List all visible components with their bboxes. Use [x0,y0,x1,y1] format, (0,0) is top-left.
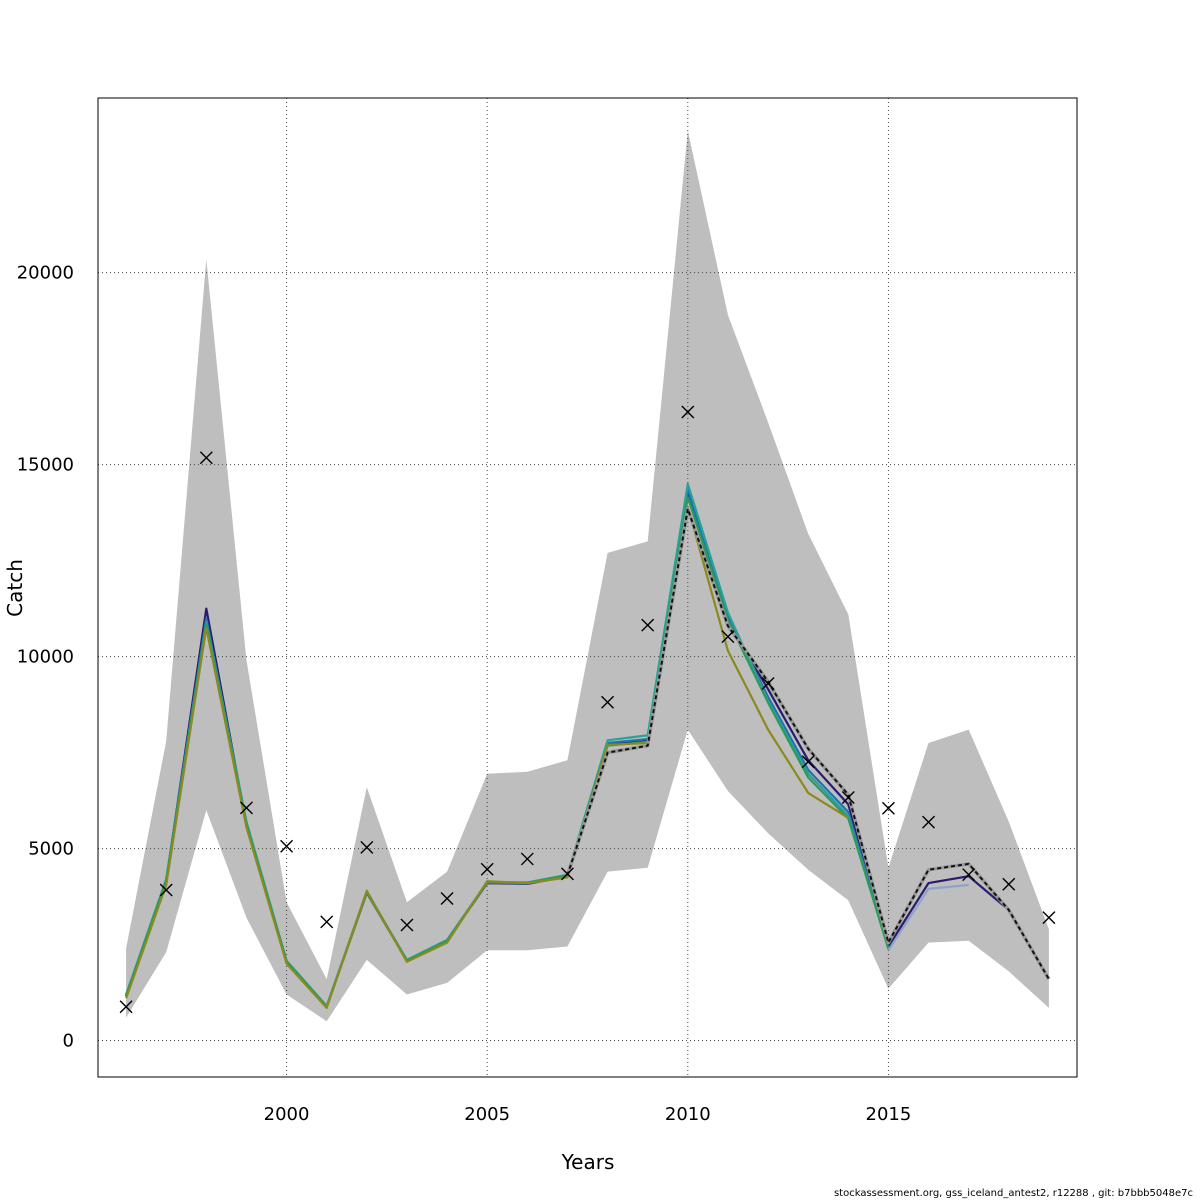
observation-stroke [881,801,895,815]
observation-point [922,815,936,829]
observation-stroke [400,918,414,932]
observation-point [601,695,615,709]
observation-stroke [280,839,294,853]
x-tick-label: 2005 [464,1104,510,1125]
observation-point [681,405,695,419]
series-layer [125,482,1051,1010]
y-tick-label: 15000 [17,455,74,476]
series-line-dashed [566,507,1050,980]
observation-point [199,451,213,465]
y-tick-label: 5000 [28,839,74,860]
observation-point [761,676,775,690]
y-tick-label: 10000 [17,647,74,668]
observation-stroke [440,891,454,905]
observation-point [159,883,173,897]
y-tick-label: 20000 [17,263,74,284]
x-tick-label: 2000 [264,1104,310,1125]
observation-point [400,918,414,932]
observation-point [480,862,494,876]
x-tick-label: 2015 [866,1104,912,1125]
observation-stroke [239,801,253,815]
observation-point [560,867,574,881]
series-line [887,883,969,951]
observation-point [280,839,294,853]
observation-stroke [761,676,775,690]
observation-stroke [681,405,695,419]
observation-stroke [560,867,574,881]
observation-stroke [1002,877,1016,891]
observation-stroke [159,883,173,897]
observation-point [1002,877,1016,891]
observation-point [641,618,655,632]
observation-stroke [360,840,374,854]
plot-frame [97,97,1078,1078]
axis-layer: 2000 2005 2010 2015 0 5000 10000 15000 20000 [17,263,912,1125]
observation-stroke [801,755,815,769]
observation-point [360,840,374,854]
observation-point [440,891,454,905]
observation-stroke [1042,911,1056,925]
x-axis-label: Years [561,1150,615,1174]
observations-layer [119,405,1056,1014]
observation-stroke [922,815,936,829]
observation-point [881,801,895,815]
y-tick-label: 0 [63,1031,74,1052]
observation-point [841,791,855,805]
observation-stroke [641,618,655,632]
footer-credit: stockassessment.org, gss_iceland_antest2… [833,1188,1193,1199]
observation-stroke [520,852,534,866]
observation-stroke [199,451,213,465]
series-line [125,505,849,1010]
observation-point [520,852,534,866]
observation-stroke [119,1000,133,1014]
observation-point [320,915,334,929]
observation-point [721,630,735,644]
y-axis-label: Catch [3,559,27,617]
observation-point [239,801,253,815]
observation-stroke [962,868,976,882]
observation-point [119,1000,133,1014]
observation-stroke [841,791,855,805]
observation-point [962,868,976,882]
observation-point [1042,911,1056,925]
observation-point [801,755,815,769]
x-tick-label: 2010 [665,1104,711,1125]
observation-stroke [320,915,334,929]
observation-stroke [601,695,615,709]
observation-stroke [721,630,735,644]
observation-stroke [480,862,494,876]
